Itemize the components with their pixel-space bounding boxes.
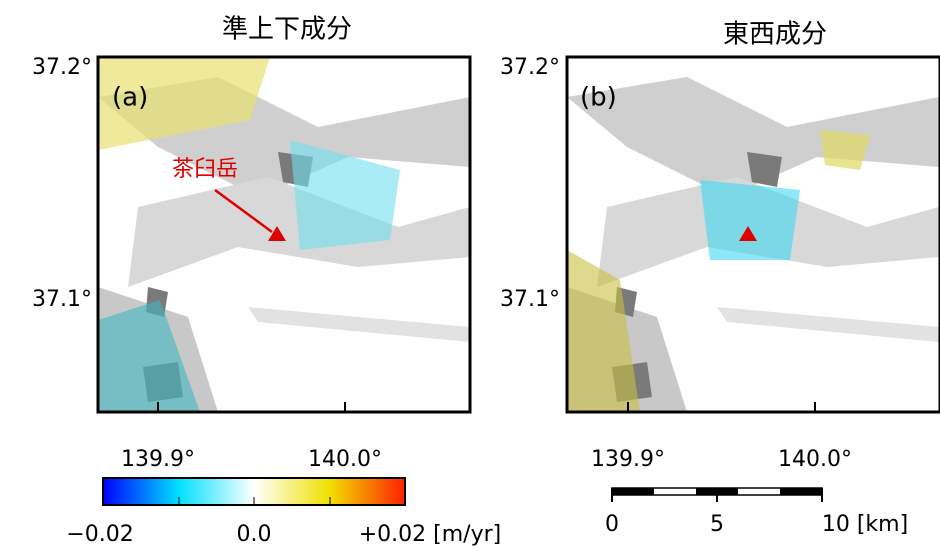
lon-label: 139.9° <box>121 447 195 472</box>
lon-label: 140.0° <box>778 447 852 472</box>
colorbar-label: 0.0 <box>237 522 272 547</box>
lat-label: 37.2° <box>500 55 560 80</box>
colorbar-label: −0.02 <box>66 522 133 547</box>
figure: 準上下成分 (a) 茶臼岳 37.2° 37.1° 139.9° 140.0° … <box>0 0 940 553</box>
lon-label: 140.0° <box>308 447 382 472</box>
panel-label: (a) <box>112 83 148 113</box>
map <box>98 57 470 412</box>
colorbar-label: +0.02 [m/yr] <box>359 522 501 547</box>
scale-label: 10 [km] <box>822 512 908 537</box>
scale-label: 0 <box>605 512 619 537</box>
lon-label: 139.9° <box>591 447 665 472</box>
lat-label: 37.1° <box>32 287 92 312</box>
lat-label: 37.2° <box>32 55 92 80</box>
annotation: 茶臼岳 <box>172 157 238 182</box>
lat-label: 37.1° <box>500 287 560 312</box>
panel-title: 準上下成分 <box>222 15 352 45</box>
scale-label: 5 <box>710 512 724 537</box>
panel-title: 東西成分 <box>723 20 827 50</box>
scale-bar <box>612 488 822 502</box>
panel-label: (b) <box>580 83 617 113</box>
map <box>567 77 939 412</box>
